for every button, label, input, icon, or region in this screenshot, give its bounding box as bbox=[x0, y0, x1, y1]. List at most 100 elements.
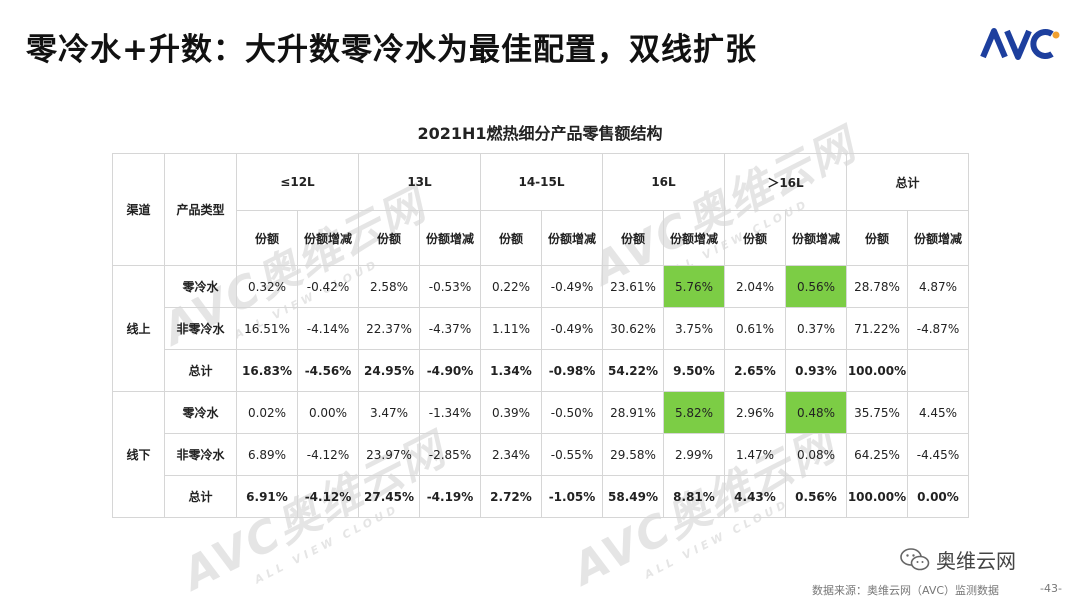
header-group: 16L bbox=[602, 153, 725, 211]
value-cell: 58.49% bbox=[602, 475, 664, 518]
product-type-cell: 总计 bbox=[164, 475, 237, 518]
value-cell: 5.76% bbox=[663, 265, 725, 308]
value-cell: -4.87% bbox=[907, 307, 969, 350]
value-cell: 22.37% bbox=[358, 307, 420, 350]
table-row: 非零冷水 6.89% -4.12% 23.97% -2.85% 2.34% -0.55% 29… bbox=[113, 433, 969, 476]
value-cell: 23.97% bbox=[358, 433, 420, 476]
value-cell: -4.37% bbox=[419, 307, 481, 350]
slide-title: 零冷水+升数：大升数零冷水为最佳配置，双线扩张 bbox=[26, 32, 757, 68]
table-row: 总计 6.91% -4.12% 27.45% -4.19% 2.72% -1.05% 58.4… bbox=[113, 475, 969, 518]
header-group: 14-15L bbox=[480, 153, 603, 211]
channel-cell: 线下 bbox=[112, 391, 165, 518]
value-cell: 16.83% bbox=[236, 349, 298, 392]
value-cell: -4.14% bbox=[297, 307, 359, 350]
value-cell: 27.45% bbox=[358, 475, 420, 518]
value-cell: -4.45% bbox=[907, 433, 969, 476]
value-cell: 24.95% bbox=[358, 349, 420, 392]
table-row: 非零冷水 16.51% -4.14% 22.37% -4.37% 1.11% -0.49% 3… bbox=[113, 307, 969, 350]
value-cell: 0.61% bbox=[724, 307, 786, 350]
value-cell: -1.34% bbox=[419, 391, 481, 434]
header-product-type: 产品类型 bbox=[164, 153, 237, 266]
retail-share-table: 渠道 产品类型 ≤12L 13L 14-15L 16L ＞16L 总计 份额 份… bbox=[112, 153, 969, 518]
header-share: 份额 bbox=[724, 210, 786, 266]
value-cell: 1.11% bbox=[480, 307, 542, 350]
value-cell: 71.22% bbox=[846, 307, 908, 350]
value-cell: 2.34% bbox=[480, 433, 542, 476]
value-cell: -0.49% bbox=[541, 307, 603, 350]
value-cell: 0.48% bbox=[785, 391, 847, 434]
value-cell: 0.22% bbox=[480, 265, 542, 308]
value-cell: -0.98% bbox=[541, 349, 603, 392]
value-cell: 4.45% bbox=[907, 391, 969, 434]
header-share-change: 份额增减 bbox=[907, 210, 969, 266]
channel-cell: 线上 bbox=[112, 265, 165, 392]
value-cell: 1.47% bbox=[724, 433, 786, 476]
table-title: 2021H1燃热细分产品零售额结构 bbox=[417, 124, 663, 143]
value-cell: 4.87% bbox=[907, 265, 969, 308]
header-share: 份额 bbox=[602, 210, 664, 266]
header-share: 份额 bbox=[480, 210, 542, 266]
value-cell: 100.00% bbox=[846, 475, 908, 518]
header-group: ≤12L bbox=[236, 153, 359, 211]
table-row: 线下 零冷水 0.02% 0.00% 3.47% -1.34% 0.39% -0.50% 28.… bbox=[112, 391, 969, 518]
header-share: 份额 bbox=[358, 210, 420, 266]
product-type-cell: 非零冷水 bbox=[164, 307, 237, 350]
value-cell: 0.56% bbox=[785, 475, 847, 518]
value-cell: 100.00% bbox=[846, 349, 908, 392]
value-cell: 0.37% bbox=[785, 307, 847, 350]
table-row: 线上 零冷水 0.32% -0.42% 2.58% -0.53% 0.22% -0.49% 23… bbox=[112, 265, 969, 392]
data-source: 数据来源：奥维云网（AVC）监测数据 bbox=[812, 584, 1000, 597]
value-cell: 6.89% bbox=[236, 433, 298, 476]
product-type-cell: 总计 bbox=[164, 349, 237, 392]
wechat-label: 奥维云网 bbox=[936, 549, 1016, 573]
value-cell: 5.82% bbox=[663, 391, 725, 434]
value-cell: 0.39% bbox=[480, 391, 542, 434]
value-cell: -4.56% bbox=[297, 349, 359, 392]
value-cell: 0.56% bbox=[785, 265, 847, 308]
value-cell: 2.99% bbox=[663, 433, 725, 476]
table-row: 总计 16.83% -4.56% 24.95% -4.90% 1.34% -0.98% 54.… bbox=[113, 349, 969, 392]
value-cell: 23.61% bbox=[602, 265, 664, 308]
value-cell: 1.34% bbox=[480, 349, 542, 392]
value-cell: 0.00% bbox=[907, 475, 969, 518]
product-type-cell: 非零冷水 bbox=[164, 433, 237, 476]
header-group: ＞16L bbox=[724, 153, 847, 211]
value-cell: 2.65% bbox=[724, 349, 786, 392]
header-share-change: 份额增减 bbox=[663, 210, 725, 266]
header-share-change: 份额增减 bbox=[785, 210, 847, 266]
value-cell: -4.90% bbox=[419, 349, 481, 392]
value-cell: 0.93% bbox=[785, 349, 847, 392]
header-share-change: 份额增减 bbox=[419, 210, 481, 266]
header-channel: 渠道 bbox=[112, 153, 165, 266]
value-cell: 2.58% bbox=[358, 265, 420, 308]
value-cell: 3.47% bbox=[358, 391, 420, 434]
value-cell bbox=[907, 349, 969, 392]
value-cell: 3.75% bbox=[663, 307, 725, 350]
value-cell: 64.25% bbox=[846, 433, 908, 476]
value-cell: -4.19% bbox=[419, 475, 481, 518]
value-cell: -0.49% bbox=[541, 265, 603, 308]
value-cell: 29.58% bbox=[602, 433, 664, 476]
value-cell: -1.05% bbox=[541, 475, 603, 518]
value-cell: -0.50% bbox=[541, 391, 603, 434]
header-share-change: 份额增减 bbox=[297, 210, 359, 266]
header-group: 总计 bbox=[846, 153, 969, 211]
page-number: -43- bbox=[1040, 582, 1062, 595]
value-cell: -0.42% bbox=[297, 265, 359, 308]
value-cell: 9.50% bbox=[663, 349, 725, 392]
value-cell: 35.75% bbox=[846, 391, 908, 434]
value-cell: -4.12% bbox=[297, 433, 359, 476]
value-cell: 4.43% bbox=[724, 475, 786, 518]
header-group: 13L bbox=[358, 153, 481, 211]
value-cell: 8.81% bbox=[663, 475, 725, 518]
product-type-cell: 零冷水 bbox=[164, 391, 237, 434]
value-cell: -0.53% bbox=[419, 265, 481, 308]
value-cell: 2.72% bbox=[480, 475, 542, 518]
product-type-cell: 零冷水 bbox=[164, 265, 237, 308]
value-cell: -2.85% bbox=[419, 433, 481, 476]
value-cell: 54.22% bbox=[602, 349, 664, 392]
value-cell: 0.32% bbox=[236, 265, 298, 308]
value-cell: 30.62% bbox=[602, 307, 664, 350]
value-cell: 28.91% bbox=[602, 391, 664, 434]
wechat-icon bbox=[900, 547, 930, 570]
